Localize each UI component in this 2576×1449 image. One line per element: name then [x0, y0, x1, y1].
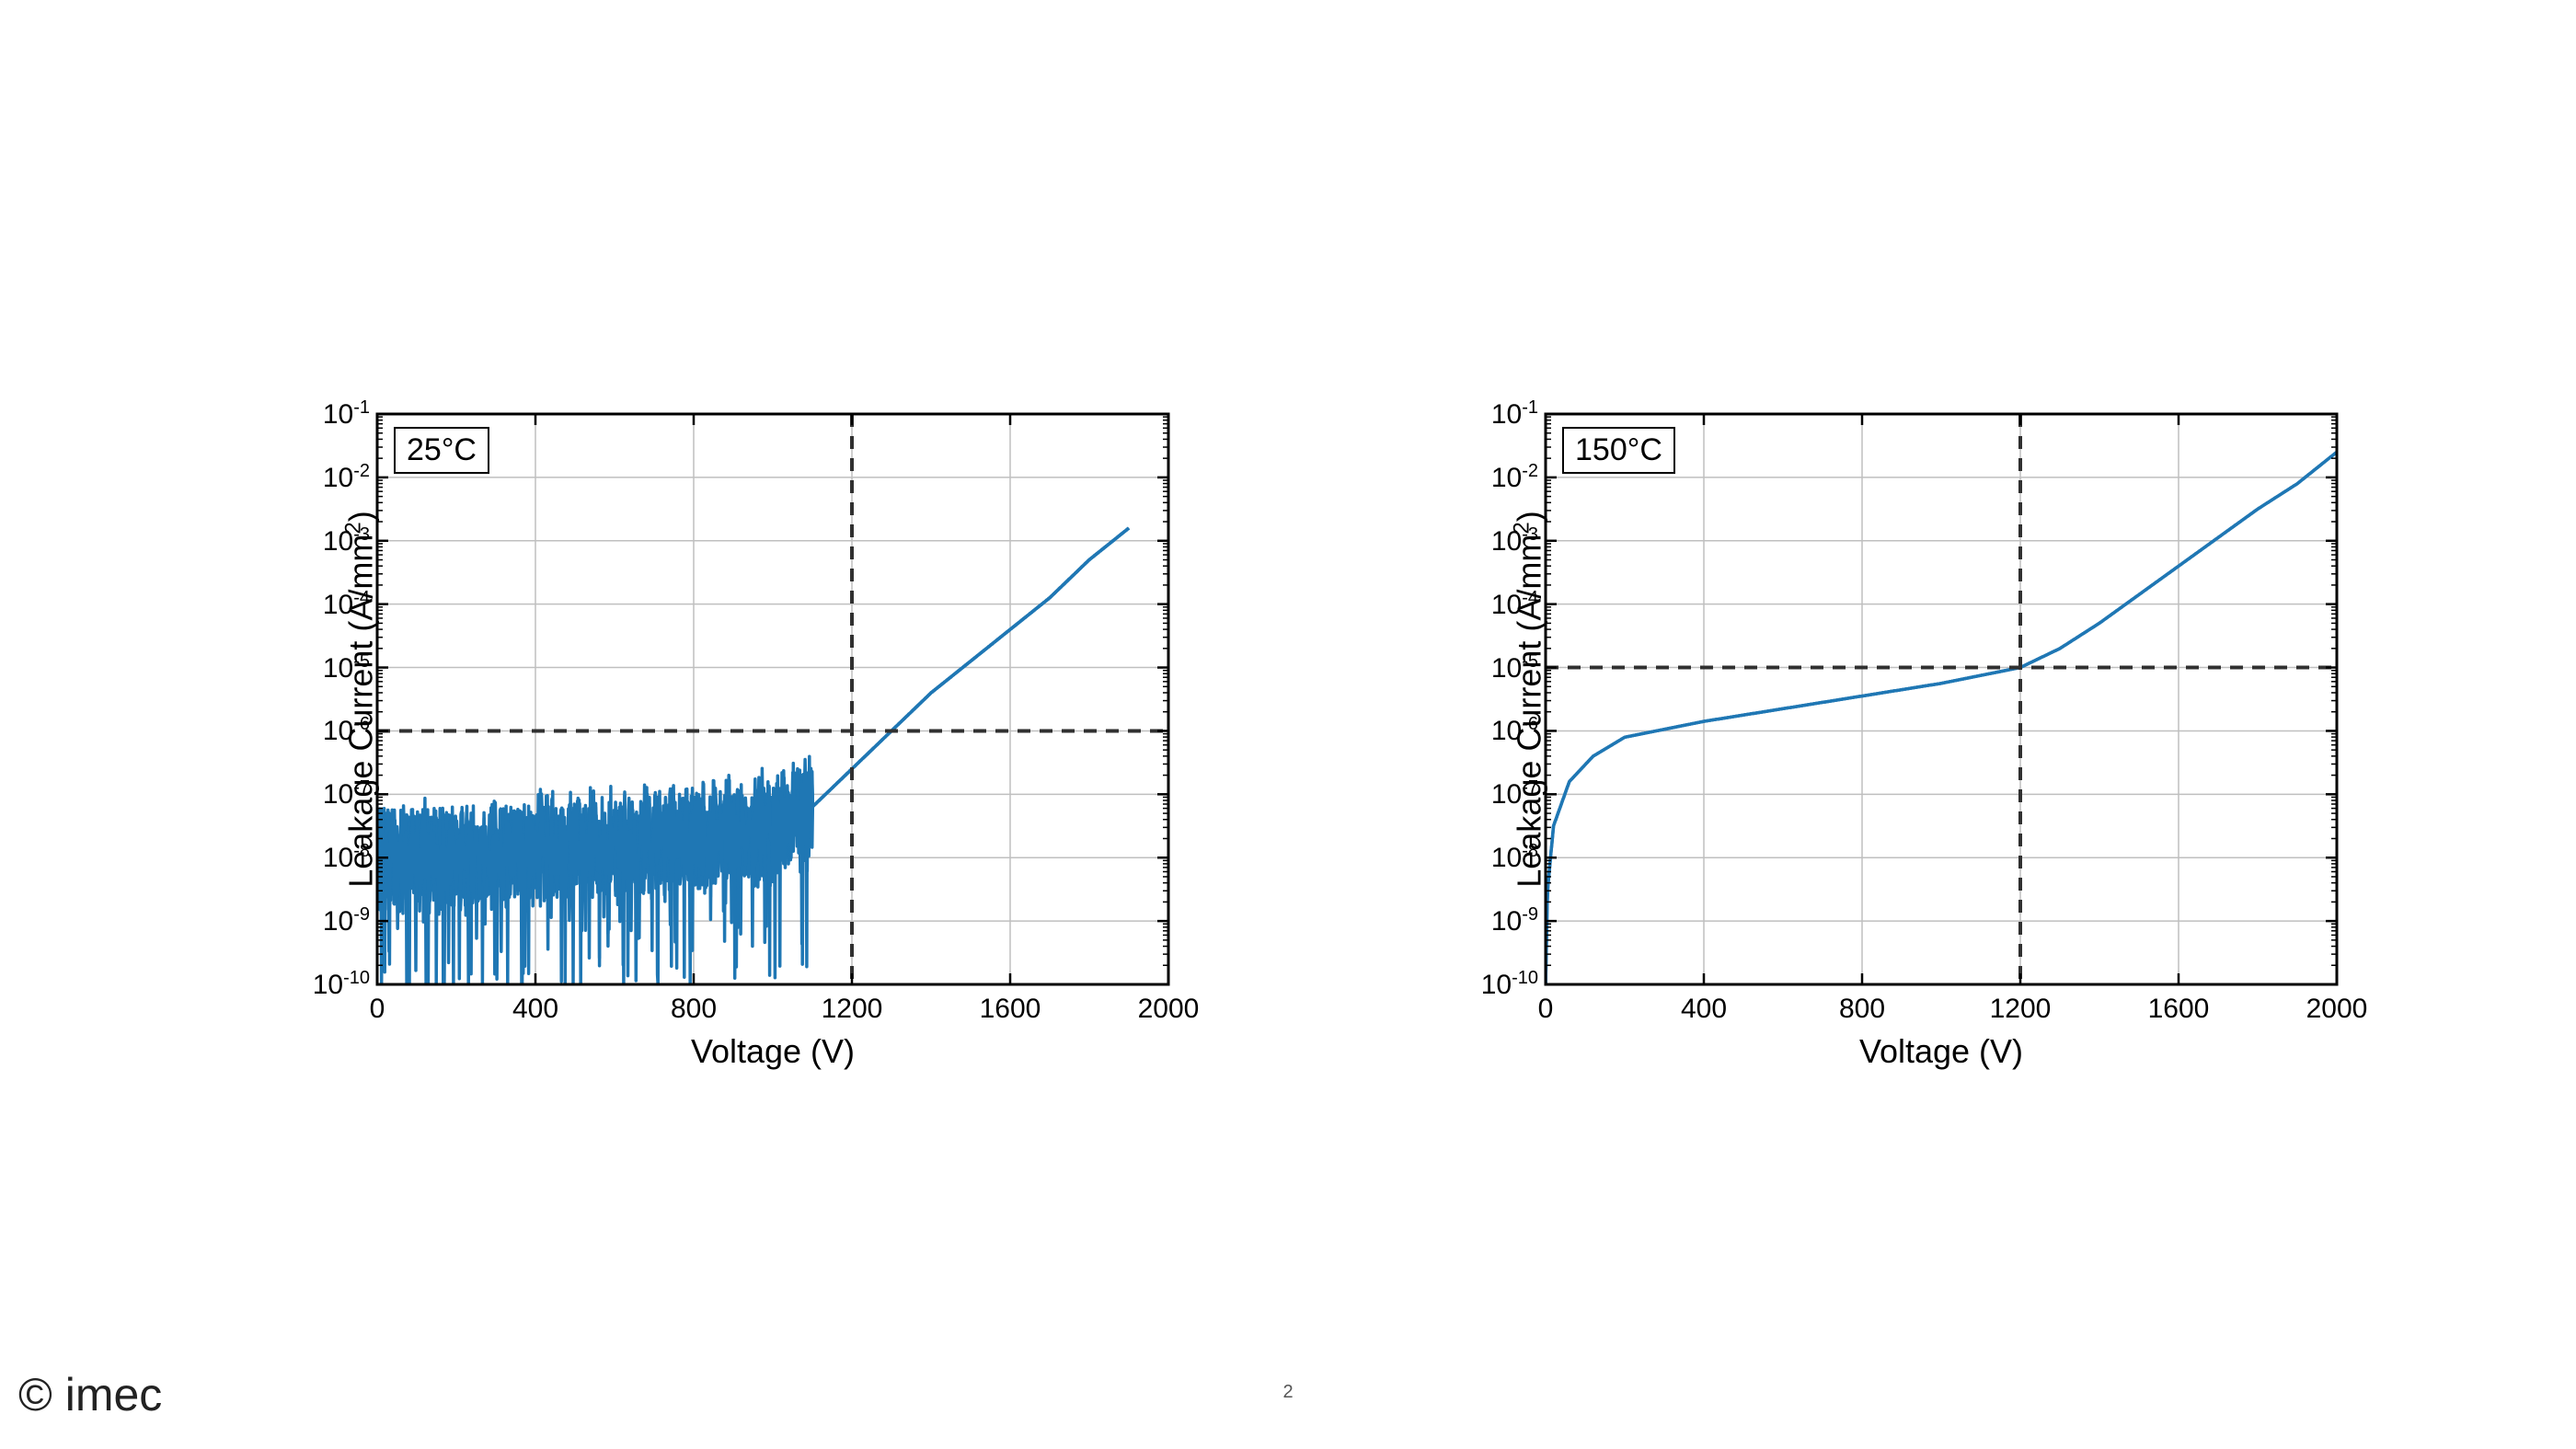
x-tick-label: 0: [370, 994, 385, 1025]
x-tick-label: 400: [1681, 994, 1727, 1025]
chart-25c: 040080012001600200010-1010-910-810-710-6…: [221, 405, 1187, 1086]
y-tick-label: 10-10: [313, 968, 370, 1001]
page-root: 040080012001600200010-1010-910-810-710-6…: [0, 0, 2576, 1449]
panel-label: 25°C: [394, 427, 489, 474]
x-tick-label: 2000: [1138, 994, 1200, 1025]
chart-150c: 040080012001600200010-1010-910-810-710-6…: [1389, 405, 2355, 1086]
y-axis-label: Leakage Current (A/mm2): [1510, 460, 1549, 938]
y-tick-label: 10-1: [323, 397, 370, 431]
panel-label: 150°C: [1562, 427, 1675, 474]
x-axis-label: Voltage (V): [1859, 1032, 2023, 1071]
y-axis-label: Leakage Current (A/mm2): [341, 460, 381, 938]
x-axis-label: Voltage (V): [691, 1032, 855, 1071]
x-tick-label: 2000: [2306, 994, 2368, 1025]
x-tick-label: 800: [671, 994, 717, 1025]
x-tick-label: 0: [1538, 994, 1554, 1025]
x-tick-label: 400: [512, 994, 558, 1025]
x-tick-label: 800: [1839, 994, 1885, 1025]
charts-row: 040080012001600200010-1010-910-810-710-6…: [221, 405, 2355, 1086]
y-tick-label: 10-1: [1491, 397, 1538, 431]
x-tick-label: 1200: [1990, 994, 2052, 1025]
x-tick-label: 1600: [980, 994, 1041, 1025]
x-tick-label: 1200: [822, 994, 883, 1025]
x-tick-label: 1600: [2148, 994, 2210, 1025]
footer-page-number: 2: [1282, 1382, 1293, 1403]
footer-copyright: © imec: [18, 1368, 162, 1421]
y-tick-label: 10-10: [1481, 968, 1538, 1001]
